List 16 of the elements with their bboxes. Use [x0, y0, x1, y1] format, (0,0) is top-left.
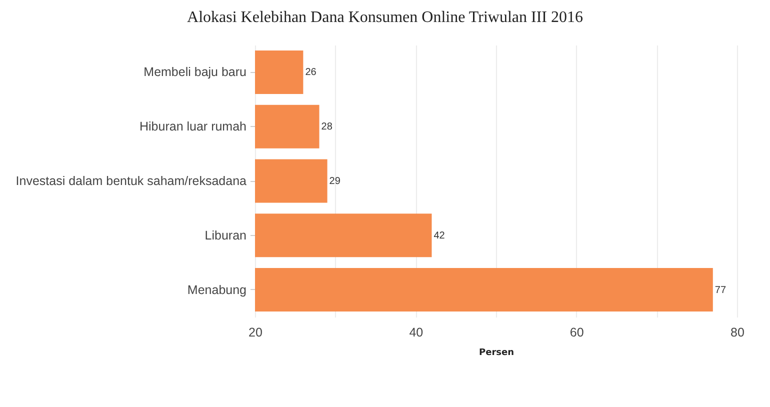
- y-tick-label: Menabung: [187, 282, 247, 297]
- data-label: 42: [434, 230, 446, 242]
- x-axis-title: Persen: [478, 348, 514, 358]
- y-tick-label: Hiburan luar rumah: [140, 120, 247, 134]
- data-label: 28: [321, 122, 333, 133]
- data-label: 26: [305, 67, 317, 78]
- y-tick-label: Liburan: [204, 228, 247, 242]
- y-tick-label: Membeli baju baru: [144, 65, 247, 80]
- x-tick-label: 20: [248, 326, 262, 340]
- data-label: 29: [329, 176, 341, 187]
- chart-title: Alokasi Kelebihan Dana Konsumen Online Triwulan III 2016: [187, 9, 583, 26]
- y-tick-label: Investasi dalam bentuk saham/reksadana: [16, 174, 247, 188]
- x-tick-label: 40: [409, 326, 424, 340]
- x-tick-label: 60: [570, 326, 584, 340]
- x-tick-label: 80: [730, 326, 744, 340]
- data-label: 77: [714, 284, 726, 296]
